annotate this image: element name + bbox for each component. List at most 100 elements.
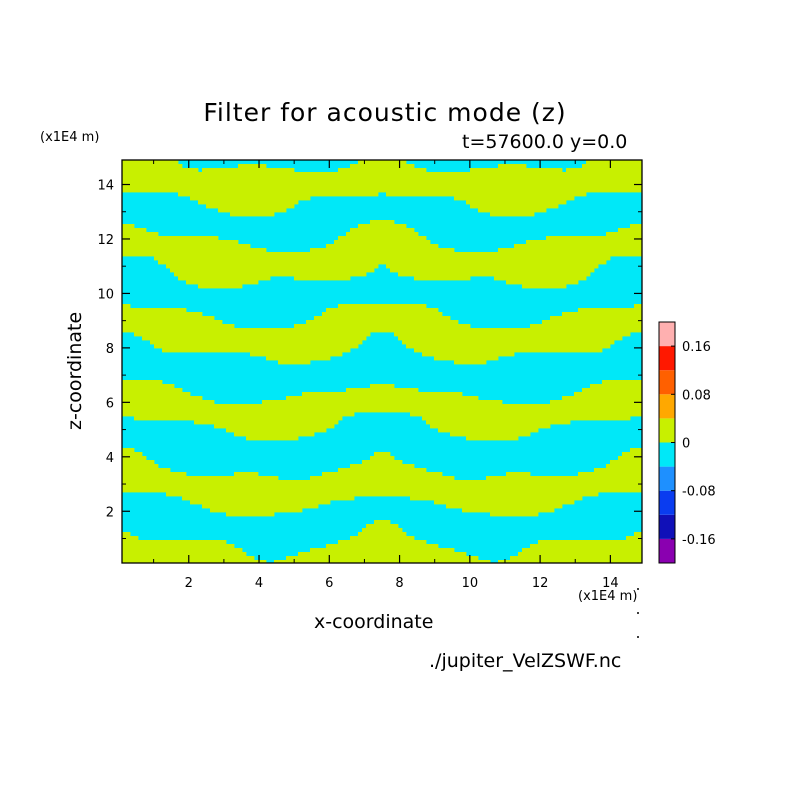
field-cell: [550, 236, 555, 241]
field-cell: [150, 396, 155, 401]
field-cell: [294, 340, 299, 345]
field-cell: [202, 340, 207, 345]
field-cell: [282, 172, 287, 177]
field-cell: [314, 264, 319, 269]
field-cell: [290, 348, 295, 353]
field-cell: [378, 168, 383, 173]
field-cell: [606, 388, 611, 393]
field-cell: [578, 176, 583, 181]
field-cell: [214, 408, 219, 413]
field-cell: [430, 408, 435, 413]
field-cell: [370, 172, 375, 177]
field-cell: [514, 172, 519, 177]
field-cell: [290, 336, 295, 341]
field-cell: [170, 320, 175, 325]
field-cell: [162, 340, 167, 345]
field-cell: [470, 356, 475, 361]
field-cell: [294, 416, 299, 421]
field-cell: [382, 256, 387, 261]
field-cell: [490, 416, 495, 421]
field-cell: [346, 256, 351, 261]
field-cell: [382, 252, 387, 257]
field-cell: [558, 256, 563, 261]
field-cell: [342, 180, 347, 185]
field-cell: [406, 396, 411, 401]
field-cell: [326, 408, 331, 413]
field-cell: [254, 420, 259, 425]
field-cell: [202, 168, 207, 173]
field-cell: [366, 468, 371, 473]
field-cell: [174, 236, 179, 241]
field-cell: [186, 340, 191, 345]
field-cell: [498, 476, 503, 481]
field-cell: [414, 264, 419, 269]
field-cell: [418, 408, 423, 413]
field-cell: [598, 260, 603, 265]
field-cell: [182, 348, 187, 353]
field-cell: [138, 324, 143, 329]
field-cell: [530, 184, 535, 189]
field-cell: [474, 204, 479, 209]
field-cell: [338, 176, 343, 181]
field-cell: [586, 348, 591, 353]
field-cell: [234, 168, 239, 173]
field-cell: [166, 164, 171, 169]
field-cell: [194, 240, 199, 245]
field-cell: [470, 432, 475, 437]
field-cell: [330, 392, 335, 397]
field-cell: [154, 468, 159, 473]
field-cell: [342, 396, 347, 401]
field-cell: [306, 360, 311, 365]
field-cell: [194, 476, 199, 481]
field-cell: [398, 176, 403, 181]
field-cell: [434, 416, 439, 421]
field-cell: [554, 324, 559, 329]
field-cell: [546, 204, 551, 209]
field-cell: [154, 464, 159, 469]
field-cell: [542, 272, 547, 277]
field-cell: [290, 404, 295, 409]
field-cell: [254, 168, 259, 173]
field-cell: [262, 188, 267, 193]
field-cell: [370, 176, 375, 181]
field-cell: [274, 400, 279, 405]
field-cell: [130, 320, 135, 325]
field-cell: [422, 476, 427, 481]
field-cell: [354, 164, 359, 169]
field-cell: [178, 348, 183, 353]
field-cell: [222, 344, 227, 349]
field-cell: [398, 400, 403, 405]
field-cell: [274, 192, 279, 197]
field-cell: [214, 180, 219, 185]
field-cell: [230, 184, 235, 189]
field-cell: [202, 196, 207, 201]
field-cell: [246, 432, 251, 437]
field-cell: [294, 348, 299, 353]
field-cell: [254, 416, 259, 421]
field-cell: [318, 264, 323, 269]
field-cell: [458, 416, 463, 421]
field-cell: [414, 468, 419, 473]
field-cell: [218, 408, 223, 413]
field-cell: [318, 252, 323, 257]
field-cell: [594, 396, 599, 401]
field-cell: [558, 272, 563, 277]
field-cell: [274, 268, 279, 273]
field-cell: [278, 200, 283, 205]
field-cell: [542, 268, 547, 273]
field-cell: [430, 192, 435, 197]
field-cell: [134, 184, 139, 189]
field-cell: [602, 468, 607, 473]
field-cell: [418, 256, 423, 261]
field-cell: [490, 184, 495, 189]
field-cell: [610, 468, 615, 473]
field-cell: [122, 188, 127, 193]
field-cell: [618, 316, 623, 321]
field-cell: [142, 248, 147, 253]
field-cell: [174, 240, 179, 245]
field-cell: [370, 236, 375, 241]
field-cell: [386, 248, 391, 253]
field-cell: [598, 400, 603, 405]
field-cell: [150, 332, 155, 337]
field-cell: [270, 348, 275, 353]
